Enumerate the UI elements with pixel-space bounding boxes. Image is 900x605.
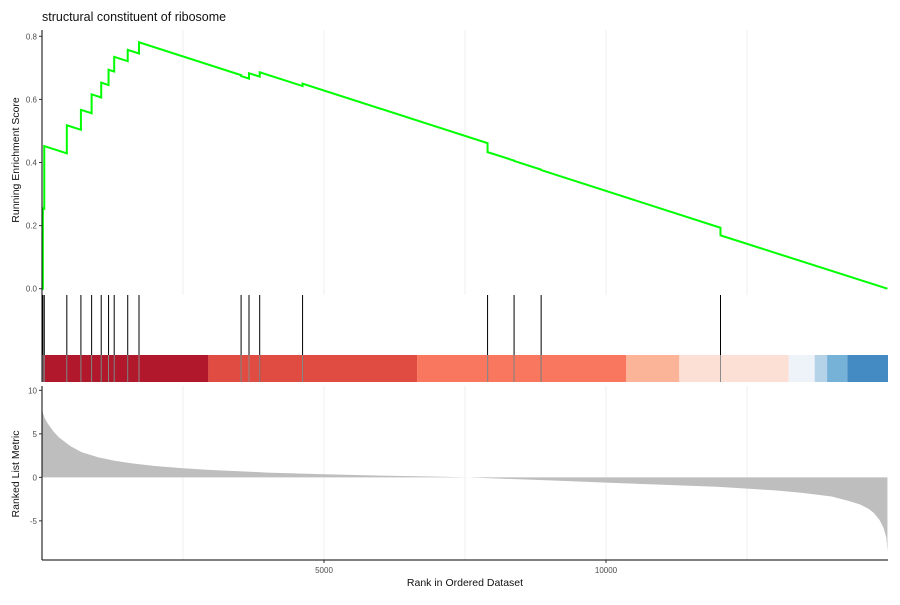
- y-tick-label-top: 0.4: [26, 159, 38, 168]
- color-band-segment: [679, 355, 789, 382]
- y-tick-label-top: 0.6: [26, 95, 38, 104]
- color-band-segment: [788, 355, 815, 382]
- grid-lines: [182, 30, 748, 560]
- gene-hit-lines: [42, 295, 721, 382]
- chart-title: structural constituent of ribosome: [42, 10, 226, 24]
- y-axis-label-running-score: Running Enrichment Score: [10, 97, 22, 223]
- y-tick-label-bottom: -5: [30, 517, 38, 526]
- y-tick-label-bottom: 10: [28, 386, 37, 395]
- y-tick-label-top: 0.0: [26, 285, 38, 294]
- color-band-segment: [827, 355, 848, 382]
- x-tick-label: 10000: [595, 566, 618, 575]
- color-band-segment: [417, 355, 627, 382]
- ticks: 0.0 0.2 0.4 0.6 0.8 -5 0 5 10 5000 10000: [26, 32, 618, 575]
- x-tick-label: 5000: [315, 566, 333, 575]
- ranked-metric-area: [42, 408, 888, 552]
- color-band-segment: [208, 355, 418, 382]
- ranked-metric-fill: [42, 408, 888, 552]
- color-band: [42, 355, 888, 382]
- running-score-line: [41, 40, 888, 290]
- y-axis-label-ranked-metric: Ranked List Metric: [10, 431, 22, 518]
- y-tick-label-top: 0.8: [26, 32, 38, 41]
- y-tick-label-bottom: 0: [33, 473, 38, 482]
- y-tick-label-top: 0.2: [26, 222, 38, 231]
- color-band-segment: [42, 355, 209, 382]
- y-tick-label-bottom: 5: [33, 430, 38, 439]
- running-score-path: [41, 40, 888, 290]
- color-band-segment: [814, 355, 828, 382]
- color-band-segment: [626, 355, 680, 382]
- color-band-segment: [847, 355, 888, 382]
- x-axis-label: Rank in Ordered Dataset: [407, 577, 523, 589]
